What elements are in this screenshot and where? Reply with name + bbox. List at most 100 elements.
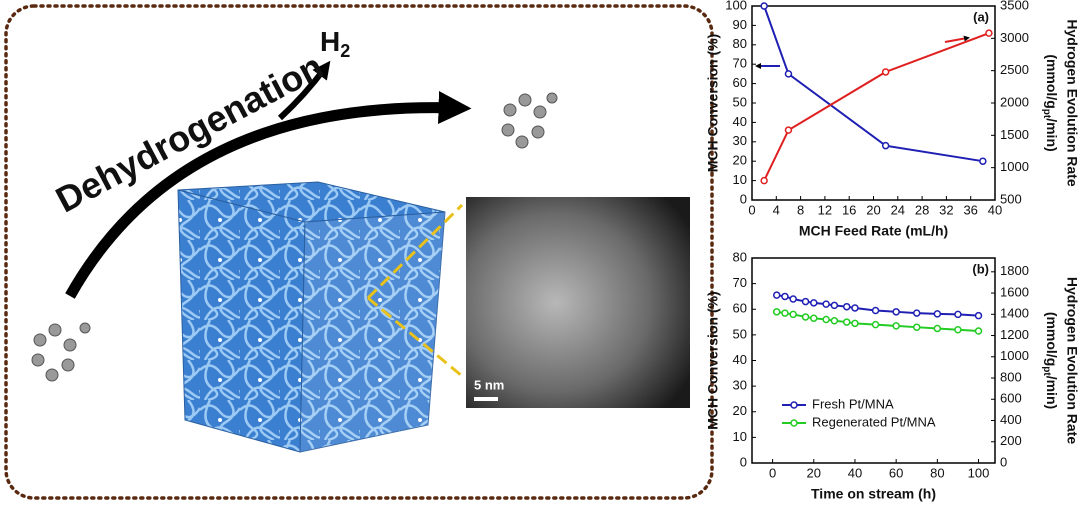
x-tick-label: 20 — [866, 202, 880, 217]
data-point — [881, 68, 890, 76]
y2-tick-label: 500 — [1000, 191, 1022, 206]
y2-axis-label: Hydrogen Evolution Rate — [1064, 19, 1080, 186]
x-tick-label: 8 — [797, 202, 804, 217]
data-point — [822, 300, 830, 308]
y-tick-label: 0 — [740, 191, 747, 206]
y2-tick-label: 200 — [1000, 433, 1022, 448]
zoom-lines — [366, 203, 464, 378]
data-point — [830, 301, 839, 310]
y-tick-label: 40 — [733, 352, 747, 367]
x-tick-label: 24 — [891, 202, 905, 217]
y-tick-label: 60 — [733, 301, 747, 316]
y2-tick-label: 2000 — [1000, 94, 1029, 109]
gas-arrow — [277, 60, 331, 121]
data-point — [784, 70, 793, 78]
x-tick-label: 100 — [968, 465, 990, 480]
data-point — [842, 302, 851, 311]
legend-label: Fresh Pt/MNA — [812, 396, 894, 411]
data-point — [789, 310, 797, 319]
y2-tick-label: 1000 — [1000, 348, 1029, 363]
y-axis-label: MCH Conversion (%) — [705, 291, 721, 429]
axis-arrow — [944, 35, 970, 43]
reaction-arrow — [65, 91, 472, 299]
unit-part: pt — [1041, 366, 1052, 376]
data-point — [781, 309, 789, 317]
x-tick-label: 60 — [889, 465, 903, 480]
scale-label: 5 nm — [474, 377, 504, 392]
y2-tick-label: 1200 — [1000, 327, 1029, 342]
data-point — [822, 315, 830, 324]
data-point — [801, 297, 810, 306]
y-tick-label: 30 — [733, 378, 747, 393]
unit-part: pt — [1041, 109, 1052, 119]
data-point — [830, 317, 839, 325]
y-tick-label: 70 — [733, 56, 747, 71]
data-point — [954, 326, 962, 334]
data-point — [933, 310, 942, 318]
y-tick-label: 30 — [733, 133, 747, 148]
unit-part: /min) — [1044, 376, 1060, 409]
y-tick-label: 0 — [740, 454, 747, 469]
scale-bar — [474, 397, 498, 401]
y2-tick-label: 1500 — [1000, 127, 1029, 142]
data-point — [912, 323, 921, 331]
data-point — [851, 304, 859, 312]
x-tick-label: 0 — [769, 465, 776, 480]
y-tick-label: 90 — [733, 17, 747, 32]
y-tick-label: 10 — [733, 172, 747, 187]
data-point — [772, 291, 781, 299]
x-tick-label: 40 — [848, 465, 862, 480]
x-tick-label: 36 — [963, 202, 977, 217]
y-tick-label: 40 — [733, 114, 747, 129]
data-point — [810, 314, 818, 322]
data-point — [933, 324, 942, 333]
unit-part: (mmol/g — [1044, 312, 1060, 366]
data-point — [772, 308, 781, 316]
y-tick-label: 100 — [725, 0, 747, 12]
tem-image — [466, 197, 690, 408]
y2-axis-label: Hydrogen Evolution Rate — [1064, 277, 1080, 444]
molecule — [31, 92, 558, 382]
data-point — [892, 308, 900, 316]
y-tick-label: 50 — [733, 326, 747, 341]
plot-frame — [751, 257, 996, 464]
y2-tick-label: 1800 — [1000, 263, 1029, 278]
legend-marker — [790, 401, 798, 409]
data-point — [789, 295, 797, 303]
y-tick-label: 80 — [733, 36, 747, 51]
y2-axis-unit: (mmol/gpt/min) — [1041, 54, 1060, 151]
y-tick-label: 70 — [733, 275, 747, 290]
x-tick-label: 40 — [988, 202, 1002, 217]
series-line — [763, 5, 984, 163]
data-point — [760, 176, 768, 185]
panel-label: (a) — [973, 9, 989, 24]
data-point — [851, 319, 859, 328]
y2-tick-label: 800 — [1000, 369, 1022, 384]
data-point — [842, 318, 851, 326]
x-tick-label: 20 — [807, 465, 821, 480]
y2-tick-label: 600 — [1000, 391, 1022, 406]
y-tick-label: 50 — [733, 94, 747, 109]
data-point — [974, 327, 983, 335]
y-tick-label: 10 — [733, 429, 747, 444]
data-point — [985, 29, 993, 37]
data-point — [871, 306, 880, 315]
y-tick-label: 60 — [733, 75, 747, 90]
data-point — [801, 313, 810, 321]
y2-tick-label: 2500 — [1000, 62, 1029, 77]
x-tick-label: 0 — [748, 202, 755, 217]
data-point — [871, 320, 880, 329]
x-tick-label: 80 — [930, 465, 944, 480]
x-tick-label: 28 — [915, 202, 929, 217]
x-axis-label: MCH Feed Rate (mL/h) — [799, 223, 948, 239]
data-point — [784, 126, 793, 134]
x-axis-label: Time on stream (h) — [811, 486, 936, 502]
x-tick-label: 16 — [842, 202, 856, 217]
data-point — [781, 292, 789, 301]
nanoweb-cube — [177, 181, 446, 453]
panel-label: (b) — [972, 261, 989, 276]
y-tick-label: 20 — [733, 153, 747, 168]
data-point — [974, 311, 983, 320]
unit-part: /min) — [1044, 118, 1060, 151]
